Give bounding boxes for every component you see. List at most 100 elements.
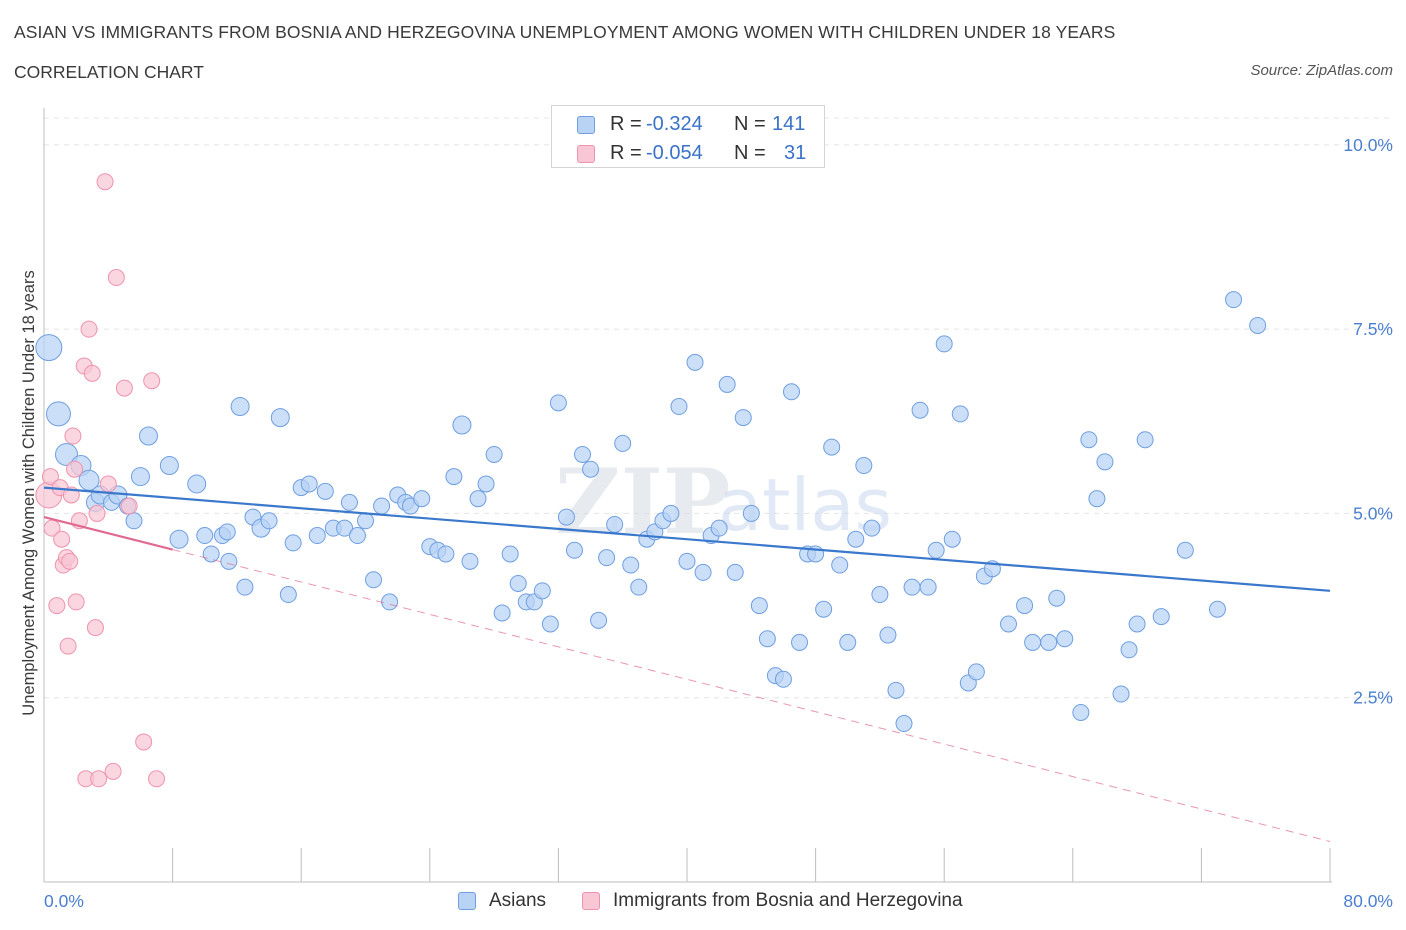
asian-point: [863, 519, 881, 537]
asian-point: [557, 508, 575, 526]
asian-point: [1112, 685, 1130, 703]
asian-point: [1152, 608, 1170, 626]
source-credit: Source: ZipAtlas.com: [1250, 62, 1393, 79]
asian-point: [1016, 597, 1034, 615]
asian-point: [55, 442, 79, 466]
asian-point: [469, 490, 487, 508]
asian-point: [951, 405, 969, 423]
asian-point: [718, 375, 736, 393]
asian-point: [1120, 641, 1138, 659]
asian-point: [791, 633, 809, 651]
bosnia-point: [115, 379, 133, 397]
asian-point: [614, 434, 632, 452]
asian-point: [831, 556, 849, 574]
legend-row-bosnia: R = -0.054 N = 31: [552, 139, 824, 169]
asian-point: [678, 552, 696, 570]
asian-points: [35, 291, 1267, 733]
bosnia-point: [48, 597, 66, 615]
asian-point: [967, 663, 985, 681]
asian-point: [316, 482, 334, 500]
asian-point: [445, 468, 463, 486]
asian-point: [413, 490, 431, 508]
asian-point: [159, 456, 179, 476]
bosnia-point: [41, 468, 59, 486]
bosnia-swatch: [577, 145, 595, 163]
asian-point: [45, 401, 71, 427]
asian-point: [220, 552, 238, 570]
asian-point: [493, 604, 511, 622]
asian-point: [1088, 490, 1106, 508]
asian-point: [461, 552, 479, 570]
series-legend: Asians Immigrants from Bosnia and Herzeg…: [0, 888, 1406, 918]
y-tick-labels: 2.5% 5.0% 7.5% 10.0%: [1343, 135, 1393, 708]
asian-point: [1048, 589, 1066, 607]
bosnia-point: [61, 552, 79, 570]
asian-point: [357, 512, 374, 530]
asian-point: [1000, 615, 1017, 633]
asian-point: [630, 578, 648, 596]
asian-point: [598, 549, 616, 567]
y-tick-label: 10.0%: [1343, 135, 1393, 155]
asian-point: [437, 545, 455, 563]
bosnia-trend-extension: [172, 549, 1331, 842]
asian-point: [847, 530, 865, 548]
asian-point: [381, 593, 399, 611]
asian-point: [742, 504, 760, 522]
asian-point: [726, 563, 744, 581]
y-tick-label: 7.5%: [1353, 319, 1393, 339]
asian-point: [686, 353, 704, 371]
bosnia-points: [35, 173, 166, 788]
asian-point: [815, 600, 833, 618]
asians-legend-swatch: [458, 892, 476, 910]
asian-point: [895, 715, 913, 733]
asian-point: [35, 334, 63, 362]
bosnia-point: [104, 762, 122, 780]
r-label: R =: [610, 142, 642, 164]
asian-point: [694, 563, 712, 581]
asian-point: [125, 512, 143, 530]
asian-point: [452, 415, 472, 435]
asian-point: [196, 527, 214, 545]
asian-point: [501, 545, 519, 563]
bosnia-point: [53, 530, 71, 548]
asian-point: [1024, 633, 1042, 651]
asian-point: [1208, 600, 1226, 618]
chart-subtitle: CORRELATION CHART: [14, 62, 204, 82]
r-label: R =: [610, 113, 642, 135]
asian-point: [1080, 431, 1098, 449]
asian-point: [565, 541, 583, 559]
asian-point: [279, 586, 297, 604]
asian-point: [1249, 316, 1267, 334]
asian-point: [758, 630, 776, 648]
asian-point: [1136, 431, 1154, 449]
bosnia-point: [120, 497, 138, 515]
asian-point: [919, 578, 937, 596]
asian-point: [662, 504, 680, 522]
r-value: -0.324: [646, 113, 703, 135]
asian-point: [839, 633, 857, 651]
bosnia-point: [66, 460, 84, 478]
x-tick-label-max: 80.0%: [1343, 891, 1393, 911]
asian-point: [903, 578, 921, 596]
asian-point: [782, 383, 800, 401]
y-axis-label: Unemployment Among Women with Children U…: [20, 270, 38, 715]
r-value: -0.054: [646, 142, 703, 164]
bosnia-point: [96, 173, 114, 191]
asian-point: [300, 475, 318, 493]
bosnia-point: [64, 427, 82, 445]
n-label: N =: [734, 113, 766, 135]
bosnia-legend-swatch: [582, 892, 600, 910]
asian-point: [823, 438, 841, 456]
trend-lines: [43, 486, 1331, 842]
watermark-atlas: atlas: [718, 463, 892, 547]
asian-point: [670, 398, 688, 416]
bosnia-point: [83, 364, 101, 382]
asian-point: [855, 457, 873, 475]
asian-point: [509, 574, 527, 592]
n-label: N =: [734, 142, 766, 164]
axes: [43, 108, 1332, 883]
asian-point: [138, 426, 158, 446]
asian-point: [308, 527, 326, 545]
legend-row-asians: R = -0.324 N = 141: [552, 110, 824, 140]
